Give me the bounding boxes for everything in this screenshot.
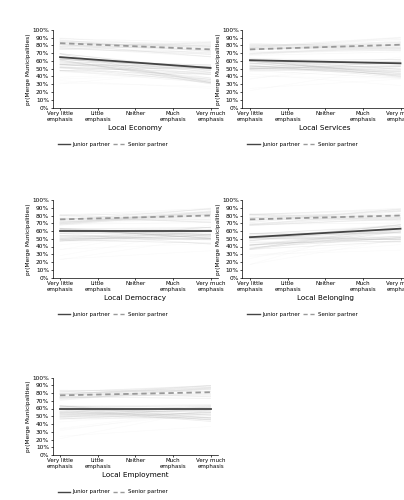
Y-axis label: pr(Merge Municipalities): pr(Merge Municipalities) (216, 203, 221, 274)
X-axis label: Local Democracy: Local Democracy (104, 294, 166, 300)
Y-axis label: pr(Merge Municipalities): pr(Merge Municipalities) (216, 33, 221, 104)
X-axis label: Local Belonging: Local Belonging (297, 294, 354, 300)
Legend: Junior partner, Senior partner: Junior partner, Senior partner (55, 140, 170, 149)
Y-axis label: pr(Merge Municipalities): pr(Merge Municipalities) (26, 203, 31, 274)
Legend: Junior partner, Senior partner: Junior partner, Senior partner (55, 310, 170, 319)
X-axis label: Local Economy: Local Economy (108, 124, 162, 130)
X-axis label: Local Services: Local Services (299, 124, 351, 130)
Legend: Junior partner, Senior partner: Junior partner, Senior partner (245, 140, 360, 149)
Y-axis label: pr(Merge Municipalities): pr(Merge Municipalities) (26, 380, 31, 452)
Legend: Junior partner, Senior partner: Junior partner, Senior partner (245, 310, 360, 319)
X-axis label: Local Employment: Local Employment (102, 472, 168, 478)
Y-axis label: pr(Merge Municipalities): pr(Merge Municipalities) (26, 33, 31, 104)
Legend: Junior partner, Senior partner: Junior partner, Senior partner (55, 487, 170, 496)
